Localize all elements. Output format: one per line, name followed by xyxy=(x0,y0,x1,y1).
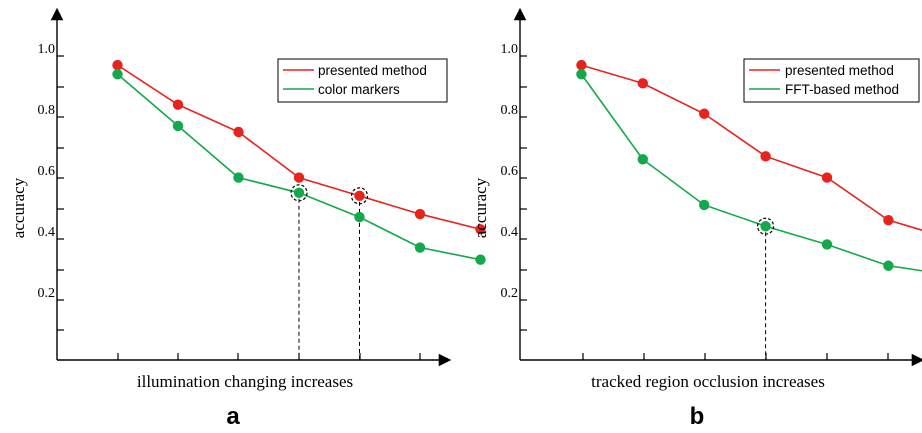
data-point xyxy=(172,99,184,110)
highlight-ring xyxy=(350,187,369,205)
y-tick-label: 0.4 xyxy=(38,225,56,240)
legend-label-fft-based-method: FFT-based method xyxy=(785,82,899,97)
data-point xyxy=(233,172,244,183)
y-tick-label: 0.8 xyxy=(38,103,56,118)
highlight-ring xyxy=(290,184,308,202)
panel-label-a: a xyxy=(226,403,240,430)
plot-area: 0.2 0.4 0.6 0.8 1.0 xyxy=(38,7,486,367)
data-point xyxy=(112,59,123,71)
legend-label-presented-method: presented method xyxy=(785,63,894,78)
data-point xyxy=(883,214,894,226)
y-tick-label: 1.0 xyxy=(38,42,56,57)
data-point xyxy=(354,190,365,202)
data-point xyxy=(293,172,305,183)
data-point xyxy=(821,172,833,183)
y-tick-label: 0.6 xyxy=(501,164,519,179)
data-point xyxy=(699,199,710,211)
data-point xyxy=(760,221,771,232)
y-axis-label: accuracy xyxy=(9,177,28,238)
data-point xyxy=(576,59,587,71)
data-point xyxy=(475,254,486,265)
series-line-1 xyxy=(580,73,922,272)
legend: presented method color markers xyxy=(277,58,448,103)
data-point xyxy=(354,211,365,223)
legend: presented method FFT-based method xyxy=(743,58,920,103)
x-axis-label: tracked region occlusion increases xyxy=(591,372,825,391)
legend-label-presented-method: presented method xyxy=(318,63,427,78)
data-point xyxy=(233,126,244,138)
x-axis-label: illumination changing increases xyxy=(137,372,353,391)
legend-label-color-markers: color markers xyxy=(318,82,400,97)
chart-panel-b: 0.2 0.4 0.6 0.8 1.0 accuracy tracked region … xyxy=(471,7,922,430)
data-point xyxy=(821,239,833,250)
data-point xyxy=(414,242,426,253)
data-point xyxy=(172,120,184,132)
y-tick-label: 0.8 xyxy=(501,103,519,118)
y-tick-label: 1.0 xyxy=(501,42,519,57)
data-point xyxy=(293,187,305,198)
panel-label-b: b xyxy=(690,403,705,430)
y-tick-label: 0.2 xyxy=(38,286,56,301)
data-point xyxy=(699,108,710,119)
data-point xyxy=(475,224,486,235)
data-point xyxy=(576,69,587,80)
y-tick-label: 0.2 xyxy=(501,286,519,301)
legend-box xyxy=(277,58,448,103)
y-tick-label: 0.4 xyxy=(501,225,519,240)
chart-panel-a: 0.2 0.4 0.6 0.8 1.0 accuracy illumination ch… xyxy=(9,7,486,430)
legend-box xyxy=(743,58,920,103)
data-point xyxy=(637,78,648,89)
y-axis-label: accuracy xyxy=(471,177,490,238)
plot-area: 0.2 0.4 0.6 0.8 1.0 xyxy=(501,7,922,367)
data-point xyxy=(637,154,648,165)
data-point xyxy=(414,208,426,220)
data-point xyxy=(760,151,771,162)
highlight-ring xyxy=(756,217,775,235)
y-tick-label: 0.6 xyxy=(38,164,56,179)
data-point xyxy=(112,69,123,80)
data-point xyxy=(883,260,894,271)
